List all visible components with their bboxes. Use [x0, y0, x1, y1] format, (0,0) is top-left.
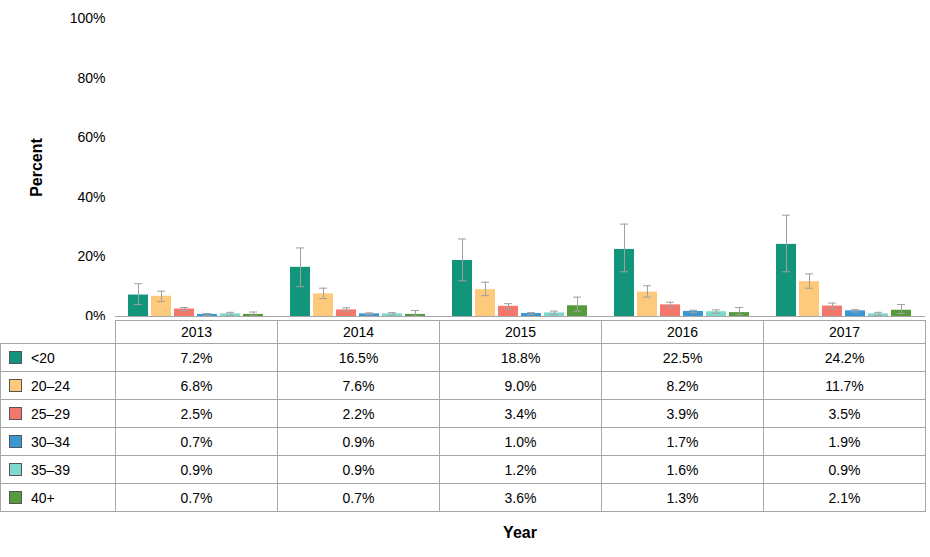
html-text:11.7%: 11.7%: [825, 377, 864, 394]
html-text:6.8%: 6.8%: [180, 377, 213, 394]
html-text:0.9%: 0.9%: [342, 433, 375, 450]
html-text:30–34: 30–34: [31, 433, 70, 450]
html-text:20–24: 20–24: [31, 377, 70, 394]
svg-text:40%: 40%: [77, 189, 105, 205]
html-text:35–39: 35–39: [31, 461, 70, 478]
html-text:1.3%: 1.3%: [666, 489, 699, 506]
html-text:3.5%: 3.5%: [828, 405, 861, 422]
html-text:2016: 2016: [666, 324, 699, 340]
html-text:22.5%: 22.5%: [662, 349, 703, 366]
html-text:24.2%: 24.2%: [824, 349, 865, 366]
html-text:7.6%: 7.6%: [342, 377, 375, 394]
html-text:<20: <20: [31, 349, 55, 366]
html-text:Year: Year: [503, 524, 537, 541]
html-text:2.1%: 2.1%: [828, 489, 861, 506]
html-text:9.0%: 9.0%: [504, 377, 537, 394]
html-text:0.9%: 0.9%: [180, 461, 213, 478]
html-text:0.9%: 0.9%: [342, 461, 375, 478]
svg-text:0%: 0%: [85, 308, 105, 320]
html-text:3.9%: 3.9%: [666, 405, 699, 422]
html-text:18.8%: 18.8%: [500, 349, 541, 366]
html-text:3.4%: 3.4%: [504, 405, 537, 422]
svg-text:20%: 20%: [77, 248, 105, 264]
html-text:2017: 2017: [828, 324, 861, 340]
html-text:1.2%: 1.2%: [504, 461, 537, 478]
html-text:2013: 2013: [180, 324, 213, 340]
html-text:3.6%: 3.6%: [504, 489, 537, 506]
html-text:0.9%: 0.9%: [828, 461, 861, 478]
svg-text:100%: 100%: [70, 10, 106, 26]
html-text:2.5%: 2.5%: [180, 405, 213, 422]
html-text:1.9%: 1.9%: [828, 433, 861, 450]
html-text:25–29: 25–29: [31, 405, 70, 422]
html-text:0.7%: 0.7%: [180, 433, 213, 450]
html-text:0.7%: 0.7%: [180, 489, 213, 506]
html-text:8.2%: 8.2%: [666, 377, 699, 394]
svg-text:60%: 60%: [77, 129, 105, 145]
svg-text:Percent: Percent: [28, 137, 45, 196]
html-text:2015: 2015: [504, 324, 537, 340]
html-text:0.7%: 0.7%: [342, 489, 375, 506]
html-text:16.5%: 16.5%: [338, 349, 379, 366]
svg-text:80%: 80%: [77, 70, 105, 86]
html-text:40+: 40+: [31, 489, 55, 506]
html-text:1.0%: 1.0%: [504, 433, 537, 450]
html-text:7.2%: 7.2%: [180, 349, 213, 366]
html-text:1.6%: 1.6%: [666, 461, 699, 478]
html-text:2014: 2014: [342, 324, 375, 340]
html-text:1.7%: 1.7%: [666, 433, 699, 450]
html-text:2.2%: 2.2%: [342, 405, 375, 422]
